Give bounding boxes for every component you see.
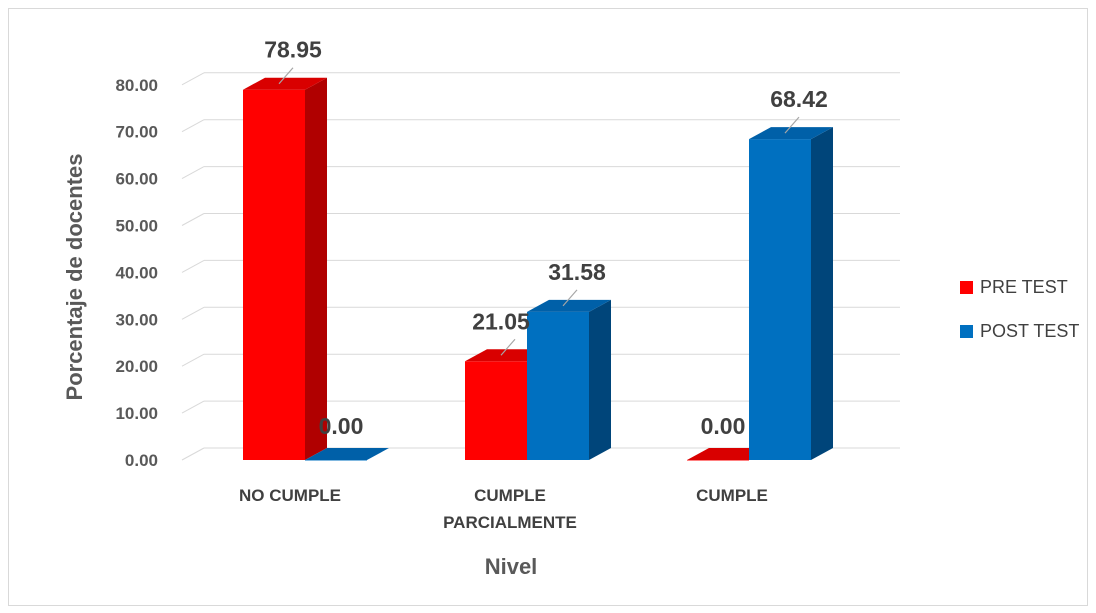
bar-side-face xyxy=(811,127,833,460)
legend-label: PRE TEST xyxy=(980,277,1068,297)
legend-swatch xyxy=(960,281,973,294)
legend-item-pre-test: PRE TEST xyxy=(960,277,1068,297)
y-axis-title: Porcentaje de docentes xyxy=(62,154,87,401)
label-leader-line xyxy=(500,338,516,356)
label-leader-line xyxy=(784,116,800,134)
bars xyxy=(243,77,833,461)
legend-label: POST TEST xyxy=(980,321,1079,341)
x-category-label: NO CUMPLE xyxy=(239,486,341,505)
gridline-depth xyxy=(181,306,205,320)
data-label: 21.05 xyxy=(472,308,530,334)
label-leader-line xyxy=(562,289,578,307)
bar-top-face xyxy=(305,448,389,460)
bar-top-face xyxy=(749,127,833,140)
bar-side-face xyxy=(589,299,611,460)
data-label: 0.00 xyxy=(701,413,746,439)
data-label: 78.95 xyxy=(264,37,322,63)
y-tick-label: 30.00 xyxy=(115,310,158,329)
y-tick-label: 20.00 xyxy=(115,357,158,376)
bar-side-face xyxy=(305,77,327,461)
x-category-label: CUMPLE PARCIALMENTE xyxy=(443,486,577,532)
y-axis-ticks: 0.00 10.00 20.00 30.00 40.00 50.00 60.00 70.00 8… xyxy=(115,76,158,470)
label-leaders xyxy=(278,67,800,356)
y-tick-label: 40.00 xyxy=(115,263,158,282)
legend: PRE TEST POST TEST xyxy=(960,277,1079,341)
gridline-depth xyxy=(181,72,205,86)
bar-front-face xyxy=(243,89,305,461)
legend-swatch xyxy=(960,325,973,338)
bar-front-face xyxy=(749,139,811,460)
y-tick-label: 70.00 xyxy=(115,123,158,142)
y-tick-label: 80.00 xyxy=(115,76,158,95)
bar-post-test xyxy=(305,448,389,461)
y-tick-label: 50.00 xyxy=(115,217,158,236)
gridline-depth xyxy=(181,213,205,226)
gridline-depth xyxy=(181,166,205,180)
x-axis-categories: NO CUMPLE CUMPLE PARCIALMENTE CUMPLE xyxy=(239,486,768,532)
bar-front-face xyxy=(527,311,589,460)
bar-post-test xyxy=(749,127,833,460)
data-labels: 78.95 0.00 21.05 31.58 0.00 68.42 xyxy=(264,37,828,439)
legend-item-post-test: POST TEST xyxy=(960,321,1079,341)
bar-front-face xyxy=(465,361,527,460)
data-label: 68.42 xyxy=(770,86,828,112)
bar-post-test xyxy=(527,299,611,460)
data-label: 0.00 xyxy=(319,413,364,439)
y-tick-label: 0.00 xyxy=(125,451,158,470)
x-category-label: CUMPLE xyxy=(696,486,768,505)
bar-front-face xyxy=(305,460,367,461)
gridline-depth xyxy=(181,447,205,461)
gridline-depth xyxy=(181,119,205,133)
label-leader-line xyxy=(278,67,294,85)
bar-pre-test xyxy=(243,77,327,461)
gridline-depth xyxy=(181,259,205,273)
x-axis-title: Nivel xyxy=(485,554,538,579)
y-tick-label: 60.00 xyxy=(115,170,158,189)
gridline-depth xyxy=(181,400,205,414)
data-label: 31.58 xyxy=(548,259,606,285)
y-tick-label: 10.00 xyxy=(115,404,158,423)
bar-top-face xyxy=(243,77,327,90)
gridline-depth xyxy=(181,353,205,367)
bar-top-face xyxy=(527,299,611,312)
bar-front-face xyxy=(687,460,749,461)
